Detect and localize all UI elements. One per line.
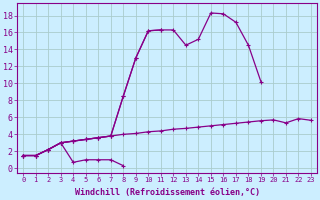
X-axis label: Windchill (Refroidissement éolien,°C): Windchill (Refroidissement éolien,°C) — [75, 188, 260, 197]
